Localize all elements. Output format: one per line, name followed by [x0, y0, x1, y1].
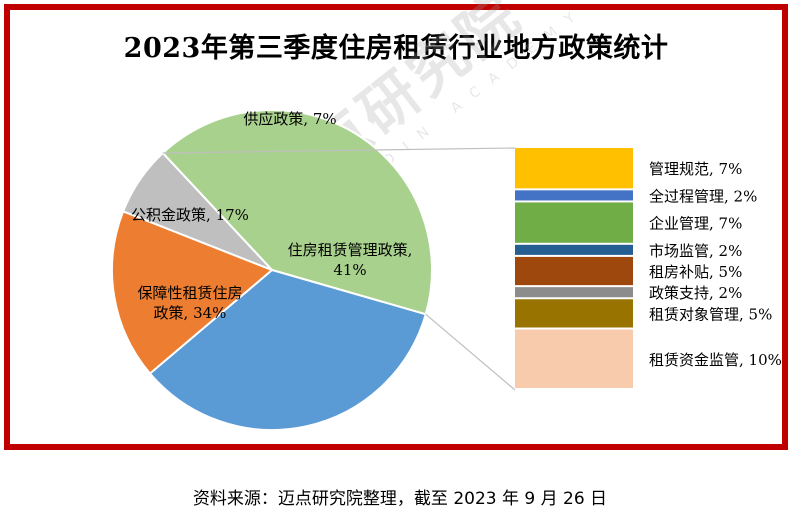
source-note: 资料来源：迈点研究院整理，截至 2023 年 9 月 26 日 [192, 489, 608, 509]
bar-label-5: 政策支持, 2% [649, 284, 742, 302]
pie-slice-2 [111, 210, 274, 375]
pie-slice-0 [161, 109, 433, 316]
connector-top [162, 147, 516, 154]
pie-label-0: 住房租赁管理政策, 41% [288, 241, 413, 279]
label-group: 住房租赁管理政策, 41% 保障性租赁住房政策, 34% 公积金政策, 17% 供应政策… [131, 110, 782, 369]
bar-label-6: 租赁对象管理, 5% [649, 305, 772, 323]
breakdown-bar [515, 148, 633, 388]
bar-segment-0 [515, 148, 633, 189]
bar-label-1: 全过程管理, 2% [649, 187, 757, 205]
bar-segment-5 [515, 287, 633, 298]
bar-label-7: 租赁资金监管, 10% [649, 351, 782, 369]
bar-segment-7 [515, 329, 633, 388]
bar-segment-1 [515, 190, 633, 201]
bar-segment-4 [515, 256, 633, 286]
pie-label-1: 保障性租赁住房政策, 34% [137, 284, 242, 322]
bar-label-0: 管理规范, 7% [649, 160, 742, 178]
pie-label-3: 供应政策, 7% [243, 110, 336, 128]
pie-slice-3 [121, 151, 273, 271]
bar-label-4: 租房补贴, 5% [649, 263, 742, 281]
bar-segment-6 [515, 299, 633, 328]
bar-label-2: 企业管理, 7% [649, 215, 742, 233]
connector-lines [162, 147, 516, 391]
connector-bottom [425, 313, 516, 391]
pie-slice-1 [148, 268, 427, 431]
bar-segment-2 [515, 202, 633, 243]
bar-label-3: 市场监管, 2% [649, 242, 742, 260]
bar-segment-3 [515, 244, 633, 255]
pie-group [111, 109, 433, 431]
pie-label-2: 公积金政策, 17% [131, 206, 249, 224]
chart-title: 2023年第三季度住房租赁行业地方政策统计 [123, 33, 669, 64]
